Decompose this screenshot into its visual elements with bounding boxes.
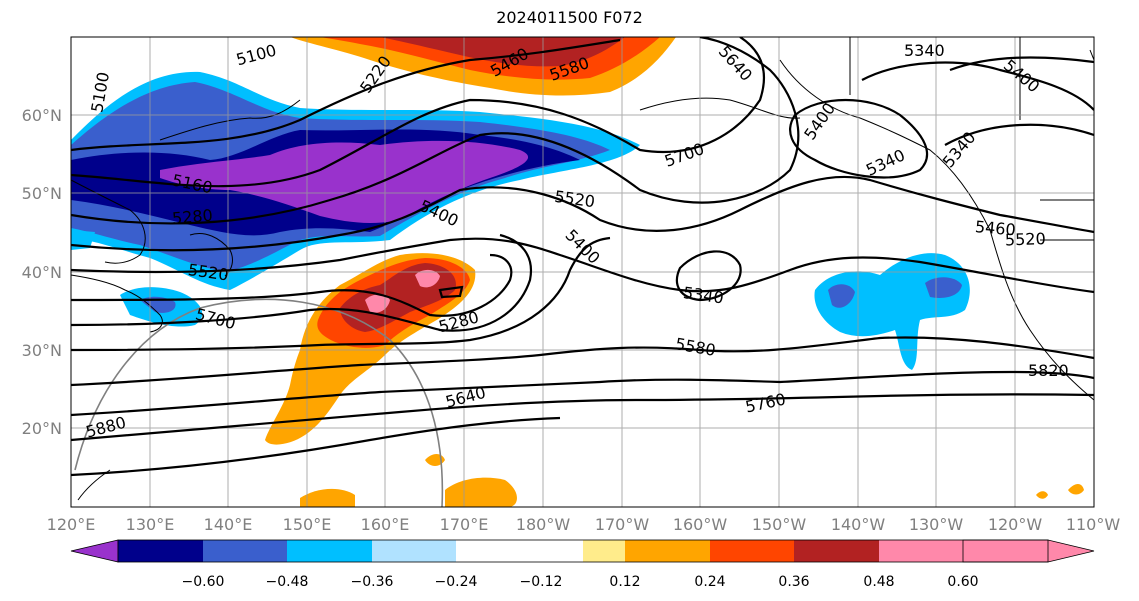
colorbar-segment xyxy=(625,540,710,562)
lon-tick-label: 170°E xyxy=(440,515,489,534)
contour-label: 5460 xyxy=(974,217,1016,239)
map-title: 2024011500 F072 xyxy=(496,8,643,27)
colorbar-tick-label: 0.60 xyxy=(947,574,978,590)
colorbar-tick-label: −0.24 xyxy=(435,574,478,590)
contour-label: 5340 xyxy=(904,41,945,60)
colorbar-segment xyxy=(372,540,456,562)
colorbar-tick-label: 0.24 xyxy=(694,574,725,590)
contour-label: 5280 xyxy=(171,205,213,227)
lon-tick-label: 170°W xyxy=(595,515,650,534)
colorbar-tick-label: 0.36 xyxy=(778,574,809,590)
colorbar-tick-label: −0.36 xyxy=(351,574,394,590)
contour-label: 5820 xyxy=(1028,361,1069,380)
colorbar-tick-label: −0.60 xyxy=(182,574,225,590)
lon-tick-label: 160°E xyxy=(361,515,410,534)
height-contours xyxy=(71,37,1094,477)
colorbar-segment xyxy=(794,540,879,562)
colorbar-segment xyxy=(456,540,541,562)
colorbar-tick-label: −0.48 xyxy=(266,574,309,590)
lat-tick-label: 40°N xyxy=(22,263,62,282)
colorbar-min-extend xyxy=(70,539,119,563)
colorbar-segment xyxy=(203,540,287,562)
colorbar-tick-label: 0.12 xyxy=(609,574,640,590)
lon-tick-label: 120°E xyxy=(47,515,96,534)
colorbar-tick-label: −0.12 xyxy=(520,574,563,590)
lon-tick-label: 120°W xyxy=(988,515,1043,534)
colorbar-segment xyxy=(710,540,794,562)
lon-tick-label: 150°E xyxy=(283,515,332,534)
lon-tick-label: 140°E xyxy=(204,515,253,534)
lon-tick-label: 130°E xyxy=(126,515,175,534)
lat-axis: 60°N 50°N 40°N 30°N 20°N xyxy=(22,106,62,438)
lat-tick-label: 50°N xyxy=(22,184,62,203)
colorbar-segment xyxy=(287,540,372,562)
colorbar-segment xyxy=(541,540,583,562)
map-frame xyxy=(70,36,1095,508)
contour-label: 5520 xyxy=(1005,229,1046,249)
colorbar-segment xyxy=(583,540,625,562)
lat-tick-label: 20°N xyxy=(22,419,62,438)
coastlines xyxy=(71,37,1094,501)
colorbar-segment xyxy=(118,540,203,562)
lon-tick-label: 150°W xyxy=(752,515,807,534)
colorbar: −0.60 −0.48 −0.36 −0.24 −0.12 0.12 0.24 … xyxy=(70,539,1095,590)
lon-tick-label: 130°W xyxy=(909,515,964,534)
lat-tick-label: 60°N xyxy=(22,106,62,125)
lon-axis: 120°E 130°E 140°E 150°E 160°E 170°E 180°… xyxy=(47,515,1121,534)
lon-tick-label: 180°W xyxy=(516,515,571,534)
lon-tick-label: 140°W xyxy=(831,515,886,534)
map-panel: 5100 5100 5220 5460 5580 5640 5340 5400 … xyxy=(71,37,1094,507)
colorbar-tick-label: 0.48 xyxy=(863,574,894,590)
colorbar-outline xyxy=(117,539,1049,563)
lon-tick-label: 160°W xyxy=(673,515,728,534)
lon-tick-label: 110°W xyxy=(1066,515,1121,534)
colorbar-segment xyxy=(879,540,963,562)
colorbar-max-extend xyxy=(962,539,1095,563)
negative-anomaly-shading xyxy=(71,71,970,370)
lat-tick-label: 30°N xyxy=(22,341,62,360)
